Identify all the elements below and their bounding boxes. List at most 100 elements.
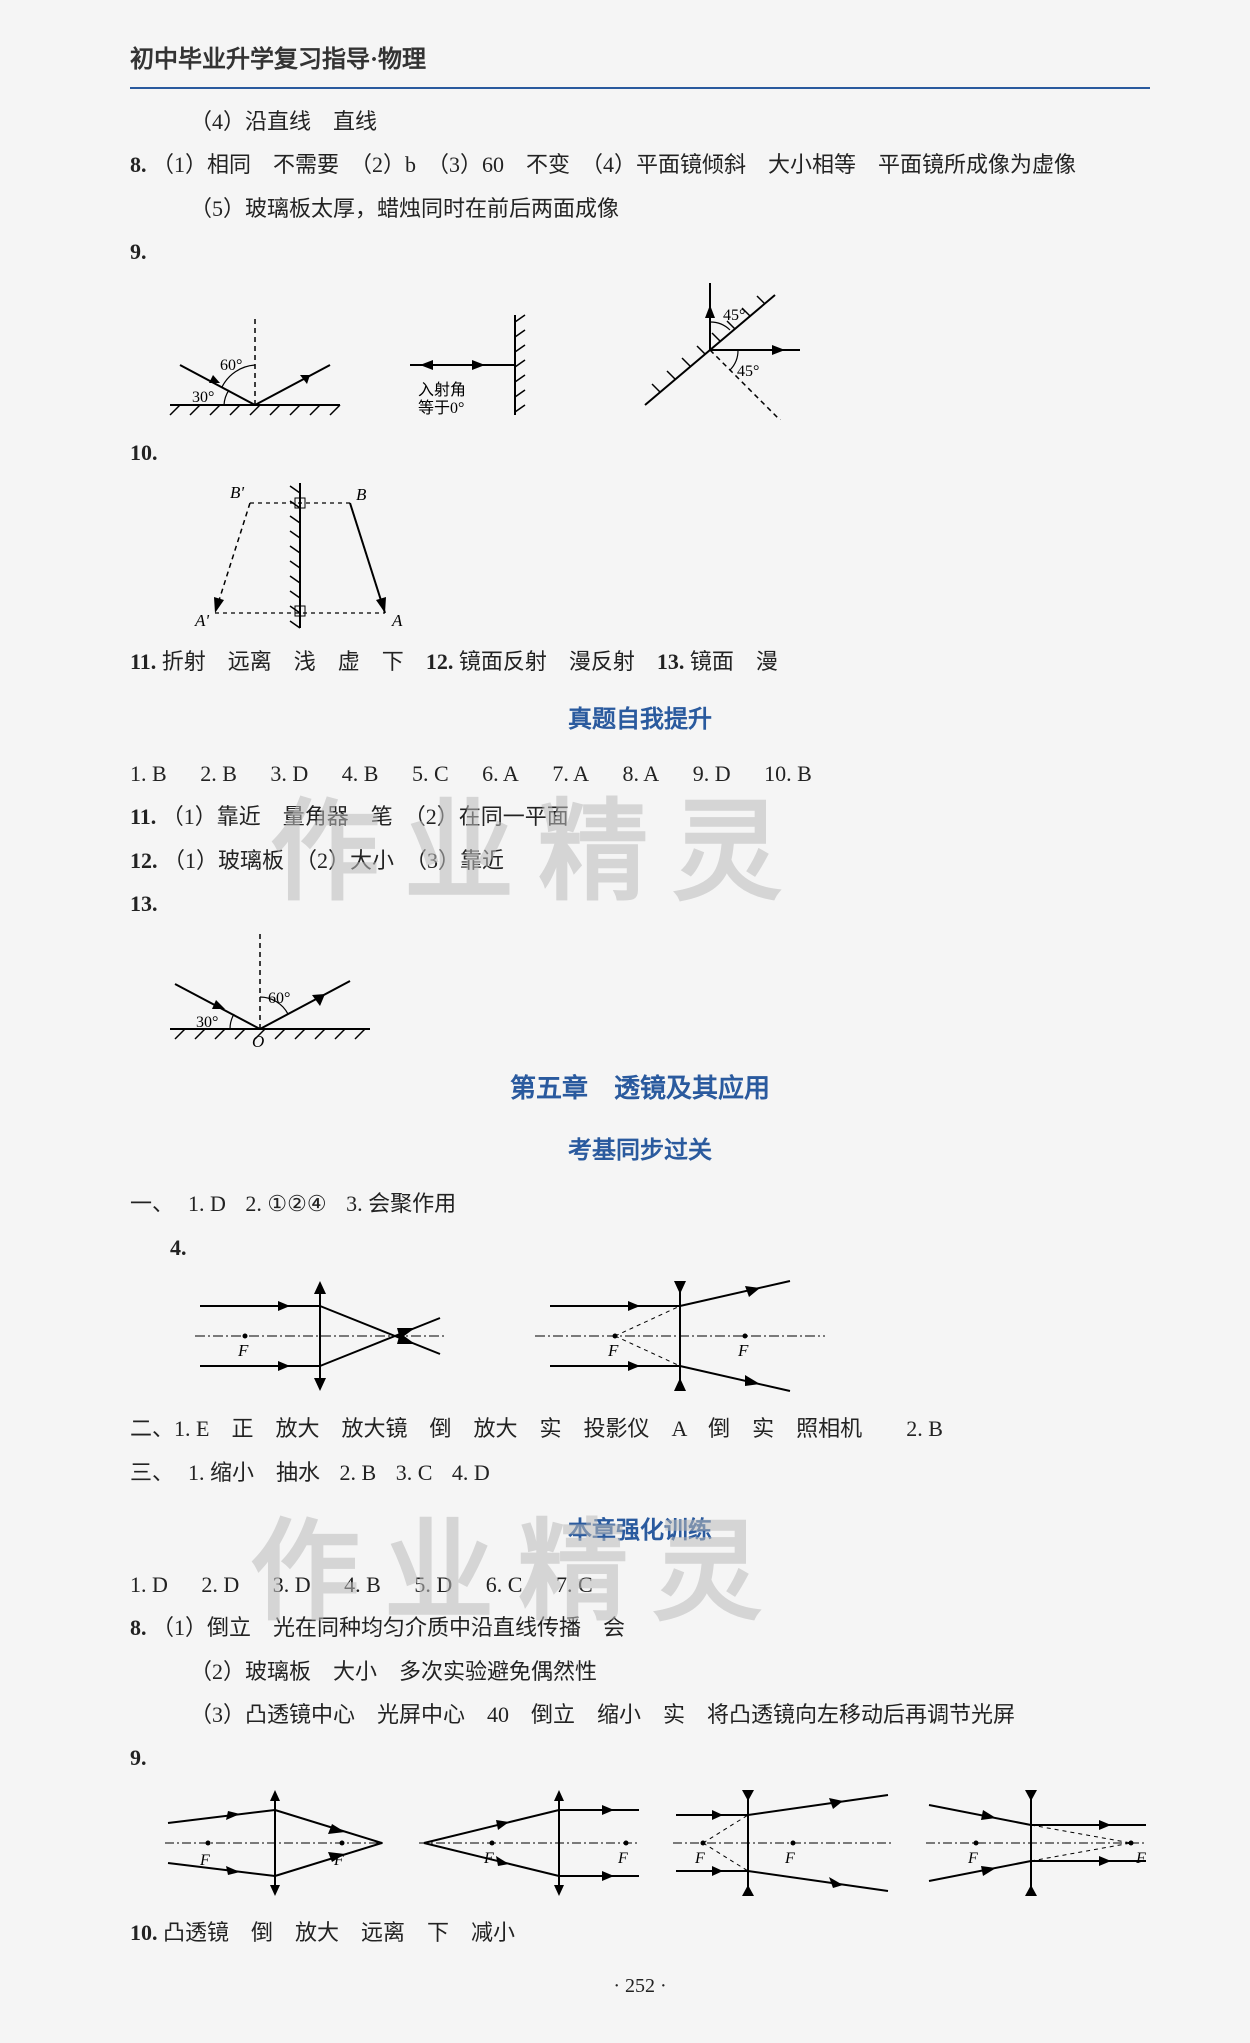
lens-diagram-row-2: F F F F F F F [160,1785,1150,1900]
question-number: 13. [130,891,158,916]
angle-label: 45° [737,363,759,380]
reflection-diagram-1: 60° 30° [160,310,350,420]
mc-item: 6. C [486,1566,523,1603]
question-number: 9. [130,1745,147,1770]
page-header: 初中毕业升学复习指导·物理 [130,40,1150,89]
angle-label: 30° [196,1014,218,1031]
mirror-image-diagram: B' B A' A [170,478,430,633]
caption-line1: 入射角 [418,381,466,399]
mc-item: 1. 缩小 抽水 [188,1454,320,1491]
mc-item: 2. B [340,1454,377,1491]
mc-item: 2. B [200,755,237,792]
lens-diagram-b: F F [414,1785,643,1900]
mc-answers: 1. B 2. B 3. D 4. B 5. C 6. A 7. A 8. A … [130,755,1150,792]
lens-diagram-d: F F [921,1785,1150,1900]
question-number: 9. [130,239,147,264]
answer-label: 4. [130,1229,1150,1266]
point-label: A' [194,611,209,630]
mc-item: 9. D [693,755,731,792]
answer-line: （5）玻璃板太厚，蜡烛同时在前后两面成像 [130,190,1150,227]
mc-item: 3. D [273,1566,311,1603]
answer-line: 8. （1）相同 不需要 （2）b （3）60 不变 （4）平面镜倾斜 大小相等… [130,146,1150,183]
mc-item: 4. D [452,1454,490,1491]
text: 镜面反射 漫反射 [459,649,635,674]
question-number: 10. [130,440,158,465]
point-label: O [252,1032,264,1049]
answer-label: 13. [130,885,1150,922]
angle-label: 60° [268,990,290,1007]
point-label: B [356,485,367,504]
lens-diagram-c: F F [668,1785,897,1900]
answer-line: （3）凸透镜中心 光屏中心 40 倒立 缩小 实 将凸透镜向左移动后再调节光屏 [130,1696,1150,1733]
mc-item: 2. B [906,1416,943,1441]
answer-label: 9. [130,233,1150,270]
angle-label: 60° [220,357,242,374]
answer-line: 三、 1. 缩小 抽水 2. B 3. C 4. D [130,1454,1150,1491]
answer-line: 一、 1. D 2. ①②④ 3. 会聚作用 [130,1185,1150,1222]
section-title: 真题自我提升 [130,700,1150,741]
mc-item: 5. D [414,1566,452,1603]
prefix: 一、 [130,1185,174,1222]
answer-label: 9. [130,1739,1150,1776]
svg-text:F: F [617,1850,628,1867]
reflection-diagram-3: 45° 45° [620,280,810,420]
text: （1）倒立 光在同种均匀介质中沿直线传播 会 [152,1615,625,1640]
svg-text:F: F [694,1850,705,1867]
text: （1）相同 不需要 （2）b （3）60 不变 （4）平面镜倾斜 大小相等 平面… [152,152,1076,177]
prefix: 二、 [130,1416,174,1441]
text: 折射 远离 浅 虚 下 [162,649,404,674]
mc-item: 5. C [412,755,449,792]
reflection-diagram-13: 30° 60° O [160,929,390,1049]
svg-text:F: F [1135,1850,1146,1867]
text: 1. E [174,1416,209,1441]
chapter-title: 第五章 透镜及其应用 [130,1067,1150,1111]
focus-label: F [737,1341,749,1360]
mc-item: 3. 会聚作用 [346,1185,456,1222]
point-label: B' [230,483,244,502]
mc-item: 1. D [130,1566,168,1603]
focus-label: F [607,1341,619,1360]
mc-item: 7. C [556,1566,593,1603]
mc-item: 2. ①②④ [245,1185,326,1222]
mc-item: 1. D [188,1185,226,1222]
answer-line: 11. 折射 远离 浅 虚 下 12. 镜面反射 漫反射 13. 镜面 漫 [130,643,1150,680]
point-label: A [391,611,403,630]
text: 镜面 漫 [690,649,778,674]
mc-item: 4. B [342,755,379,792]
lens-diagram-a: F F [160,1785,389,1900]
diagram-row-9: 60° 30° 入射角 等于0° 45° 45° [160,280,1150,420]
question-number: 4. [170,1235,187,1260]
reflection-diagram-2: 入射角 等于0° [400,310,570,420]
mc-item: 1. B [130,755,167,792]
answer-line: 8. （1）倒立 光在同种均匀介质中沿直线传播 会 [130,1609,1150,1646]
answer-label: 10. [130,434,1150,471]
answer-line: 二、1. E 正 放大 放大镜 倒 放大 实 投影仪 A 倒 实 照相机 2. … [130,1410,1150,1447]
section-title: 考基同步过关 [130,1131,1150,1172]
answer-line: （2）玻璃板 大小 多次实验避免偶然性 [130,1653,1150,1690]
mc-item: 3. D [270,755,308,792]
angle-label: 30° [192,389,214,406]
angle-label: 45° [723,307,745,324]
text: 正 放大 放大镜 倒 放大 实 投影仪 A 倒 实 照相机 [231,1416,862,1441]
prefix: 三、 [130,1454,174,1491]
text: 凸透镜 倒 放大 远离 下 减小 [163,1920,515,1945]
answer-line: （4）沿直线 直线 [130,103,1150,140]
svg-text:F: F [967,1850,978,1867]
section-title: 本章强化训练 [130,1511,1150,1552]
mc-item: 10. B [764,755,812,792]
answer-line: 12. （1）玻璃板 （2）大小 （3）靠近 [130,842,1150,879]
mc-item: 8. A [623,755,660,792]
mc-item: 6. A [482,755,519,792]
convex-lens-diagram: F [190,1276,450,1396]
mc-answers: 1. D 2. D 3. D 4. B 5. D 6. C 7. C [130,1566,1150,1603]
mc-item: 7. A [552,755,589,792]
caption-line2: 等于0° [418,399,464,417]
answer-line: 11. （1）靠近 量角器 笔 （2）在同一平面 [130,798,1150,835]
mc-item: 4. B [344,1566,381,1603]
mc-item: 2. D [201,1566,239,1603]
focus-label: F [237,1341,249,1360]
text: （1）靠近 量角器 笔 （2）在同一平面 [162,804,569,829]
page-number: · 252 · [130,1969,1150,2003]
mc-item: 3. C [396,1454,433,1491]
answer-line: 10. 凸透镜 倒 放大 远离 下 减小 [130,1914,1150,1951]
